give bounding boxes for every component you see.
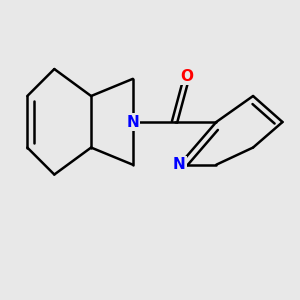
Text: N: N — [173, 157, 186, 172]
Text: N: N — [126, 115, 139, 130]
Text: O: O — [180, 69, 193, 84]
